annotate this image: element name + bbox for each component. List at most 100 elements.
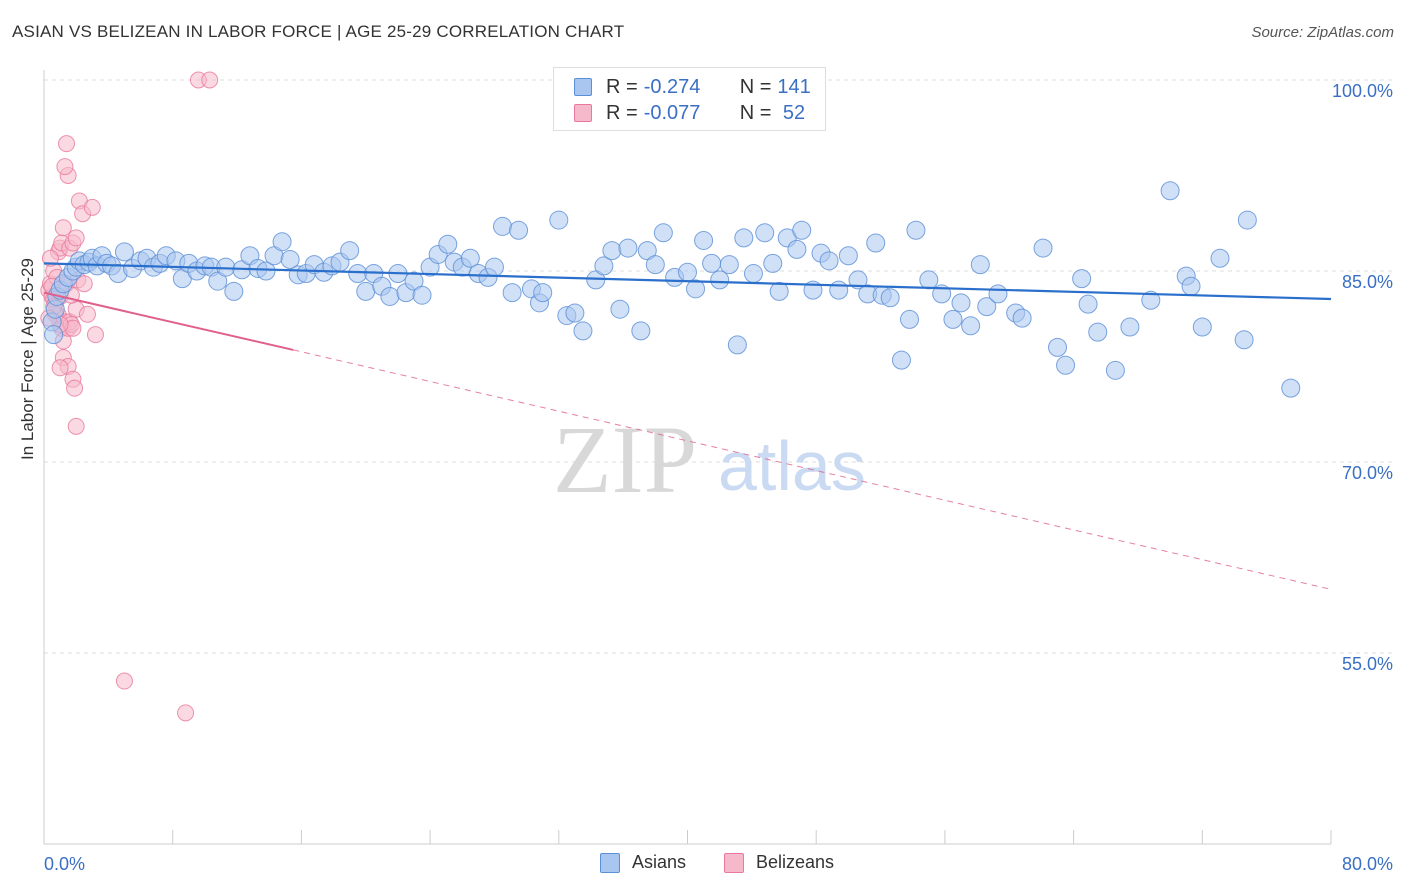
legend-r-value: -0.274 — [643, 75, 701, 98]
asians-legend-label: Asians — [632, 852, 687, 872]
legend-r-value: -0.077 — [643, 101, 701, 124]
data-point — [56, 158, 74, 176]
data-point — [743, 264, 763, 284]
data-point — [58, 135, 76, 153]
data-point — [348, 264, 368, 284]
data-point — [769, 281, 789, 301]
legend-n-label: N = — [739, 101, 772, 124]
belizeans-trend-extension — [293, 349, 1332, 590]
legend-r-label: R = — [606, 101, 638, 124]
data-point — [565, 303, 585, 323]
tick-labels: 55.0% 70.0% 85.0% 100.0% 0.0% 80.0% — [44, 81, 1393, 874]
data-point — [484, 257, 504, 277]
data-point — [340, 241, 360, 261]
legend-n-label: N = — [739, 75, 772, 98]
data-point — [734, 228, 754, 248]
data-point — [618, 238, 638, 258]
chart-title: ASIAN VS BELIZEAN IN LABOR FORCE | AGE 2… — [12, 22, 625, 41]
asians-trend-line — [43, 262, 1332, 301]
belizeans-trend-line — [43, 291, 294, 351]
data-point — [1072, 269, 1092, 289]
data-point — [763, 253, 783, 273]
data-point — [880, 288, 900, 308]
data-point — [653, 223, 673, 243]
trend-lines — [43, 262, 1332, 590]
data-point — [970, 255, 990, 275]
x-tick-label-min: 0.0% — [44, 854, 85, 874]
data-point — [787, 239, 807, 259]
y-tick-label: 85.0% — [1342, 272, 1393, 292]
data-point — [272, 232, 292, 252]
data-point — [78, 305, 96, 323]
data-point — [610, 299, 630, 319]
data-point — [951, 293, 971, 313]
data-point — [1237, 210, 1257, 230]
y-axis-title: In Labor Force | Age 25-29 — [18, 258, 37, 460]
data-point — [919, 270, 939, 290]
data-point — [866, 233, 886, 253]
legend-n-value: 52 — [777, 101, 806, 124]
data-point — [602, 241, 622, 261]
y-tick-label: 70.0% — [1342, 463, 1393, 483]
legend-n-value: 141 — [777, 75, 811, 98]
data-point — [1078, 294, 1098, 314]
data-point — [1281, 378, 1301, 398]
data-point — [792, 220, 812, 240]
data-point — [631, 321, 651, 341]
data-point — [900, 309, 920, 329]
data-point — [533, 283, 553, 303]
watermark: ZIP atlas — [553, 406, 866, 513]
data-point — [54, 219, 72, 237]
data-point — [356, 281, 376, 301]
legend-row-belizeans: R = -0.077 N = 52 — [574, 100, 805, 126]
data-point — [86, 326, 104, 344]
data-point — [694, 230, 714, 250]
data-point — [755, 223, 775, 243]
data-point — [829, 280, 849, 300]
asian-series — [42, 181, 1301, 398]
data-point — [848, 270, 868, 290]
data-point — [838, 246, 858, 266]
data-point — [988, 284, 1008, 304]
data-point — [645, 255, 665, 275]
belizeans-legend-swatch — [724, 852, 744, 873]
legend-row-asians: R = -0.274 N = 141 — [574, 74, 811, 100]
bottom-legend-asians: Asians — [600, 852, 686, 873]
data-point — [719, 255, 739, 275]
legend-r-label: R = — [606, 75, 638, 98]
data-point — [710, 270, 730, 290]
axes — [43, 70, 1332, 845]
data-point — [1056, 355, 1076, 375]
data-point — [1012, 308, 1032, 328]
data-point — [201, 71, 219, 89]
y-tick-label: 100.0% — [1332, 81, 1393, 101]
data-point — [961, 316, 981, 336]
data-point — [1192, 317, 1212, 337]
data-point — [380, 286, 400, 306]
data-point — [1048, 337, 1068, 357]
data-point — [1181, 276, 1201, 296]
data-point — [1088, 322, 1108, 342]
asians-legend-swatch — [600, 852, 620, 873]
data-point — [66, 379, 84, 397]
data-point — [1234, 330, 1254, 350]
data-point — [943, 309, 963, 329]
data-point — [224, 281, 244, 301]
data-point — [1120, 317, 1140, 337]
bottom-legend-belizeans: Belizeans — [724, 852, 834, 873]
data-point — [906, 220, 926, 240]
data-point — [678, 262, 697, 282]
y-tick-label: 55.0% — [1342, 654, 1393, 674]
data-point — [67, 417, 85, 435]
data-point — [51, 359, 69, 377]
belizean-series — [40, 71, 219, 722]
watermark-atlas: atlas — [718, 427, 866, 505]
data-point — [594, 256, 614, 276]
data-point — [727, 335, 747, 355]
data-point — [977, 297, 997, 317]
data-point — [509, 220, 529, 240]
data-point — [1141, 290, 1161, 310]
data-point — [412, 285, 432, 305]
data-point — [44, 325, 64, 345]
watermark-zip: ZIP — [553, 406, 697, 513]
